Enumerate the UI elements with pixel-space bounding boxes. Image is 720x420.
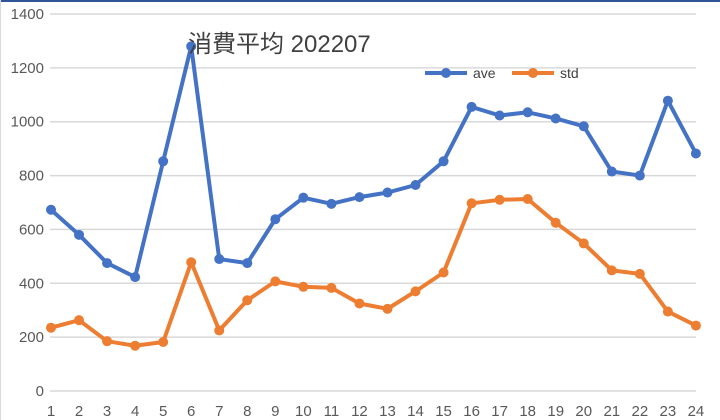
data-point[interactable] [130,272,141,283]
x-tick-label: 3 [103,403,111,420]
data-point[interactable] [410,286,421,297]
x-tick-label: 24 [688,403,705,420]
y-tick-label: 1400 [11,6,44,23]
data-point[interactable] [326,282,337,293]
data-point[interactable] [606,265,617,276]
data-point[interactable] [102,258,113,269]
data-point[interactable] [74,229,85,240]
series-line [49,44,698,280]
data-point[interactable] [298,192,309,203]
data-point[interactable] [46,322,56,333]
data-point[interactable] [354,298,365,309]
legend-label: ave [473,65,496,81]
data-point[interactable] [522,193,533,204]
x-tick-label: 8 [243,403,251,420]
data-point[interactable] [634,170,645,181]
data-point[interactable] [214,254,225,265]
series-std [46,193,701,351]
data-point[interactable] [46,204,56,215]
x-tick-label: 20 [575,403,592,420]
window-top-border [0,0,720,2]
x-tick-label: 12 [351,403,368,420]
legend-marker-icon [441,68,451,78]
data-point[interactable] [466,198,477,209]
data-point[interactable] [690,148,701,159]
data-point[interactable] [130,340,141,351]
legend-item-ave[interactable]: ave [425,65,496,81]
data-point[interactable] [550,217,561,228]
data-point[interactable] [242,258,253,269]
y-tick-label: 1000 [11,114,44,131]
x-axis-labels: 1 2 3 4 5 6 7 8 9 10 11 12 13 14 15 16 17 18 19 20 21 22 23 24 [47,403,704,420]
data-point[interactable] [186,41,197,52]
x-tick-label: 13 [379,403,396,420]
x-tick-label: 11 [324,403,340,420]
x-tick-label: 2 [75,403,83,420]
data-point[interactable] [298,281,309,292]
data-point[interactable] [438,267,449,278]
legend: ave std [425,65,579,81]
data-point[interactable] [494,194,505,205]
data-point[interactable] [410,179,421,190]
x-tick-label: 1 [47,403,55,420]
data-point[interactable] [634,268,645,279]
gridlines [50,13,696,392]
data-point[interactable] [606,166,617,177]
y-tick-label: 800 [19,168,44,185]
x-tick-label: 4 [131,403,139,420]
data-point[interactable] [578,238,589,249]
data-point[interactable] [186,257,197,268]
data-point[interactable] [550,113,561,124]
legend-marker-icon [528,68,538,78]
data-point[interactable] [494,110,505,121]
data-point[interactable] [382,303,393,314]
y-tick-label: 1200 [11,60,44,77]
data-point[interactable] [522,107,533,118]
data-point[interactable] [690,320,701,331]
y-axis-labels: 0 200 400 600 800 1000 1200 1400 [11,6,44,400]
x-tick-label: 22 [631,403,648,420]
data-point[interactable] [242,295,253,306]
x-tick-label: 14 [407,403,424,420]
x-tick-label: 7 [215,403,223,420]
legend-item-std[interactable]: std [512,65,579,81]
data-point[interactable] [270,276,281,287]
window-left-border [0,0,1,420]
data-point[interactable] [102,336,113,347]
x-tick-label: 23 [660,403,677,420]
data-series [46,41,701,351]
chart-title: 消費平均 202207 [188,31,371,58]
data-point[interactable] [466,101,477,112]
y-tick-label: 400 [19,275,44,292]
data-point[interactable] [214,325,225,336]
x-tick-label: 9 [271,403,279,420]
data-point[interactable] [382,187,393,198]
x-tick-label: 10 [295,403,312,420]
data-point[interactable] [158,336,169,347]
x-tick-label: 17 [491,403,508,420]
x-tick-label: 21 [603,403,620,420]
data-point[interactable] [662,95,673,106]
data-point[interactable] [578,121,589,132]
data-point[interactable] [270,214,281,225]
y-tick-label: 0 [36,383,44,400]
data-point[interactable] [438,156,449,167]
y-tick-label: 600 [19,221,44,238]
x-tick-label: 16 [463,403,480,420]
x-tick-label: 18 [519,403,536,420]
data-point[interactable] [662,306,673,317]
legend-label: std [560,65,579,81]
data-point[interactable] [326,198,337,209]
series-ave [46,41,701,283]
x-tick-label: 6 [187,403,195,420]
x-tick-label: 15 [435,403,452,420]
x-tick-label: 19 [547,403,564,420]
y-tick-label: 200 [19,329,44,346]
data-point[interactable] [74,315,85,326]
data-point[interactable] [354,192,365,203]
data-point[interactable] [158,156,169,167]
x-tick-label: 5 [159,403,167,420]
